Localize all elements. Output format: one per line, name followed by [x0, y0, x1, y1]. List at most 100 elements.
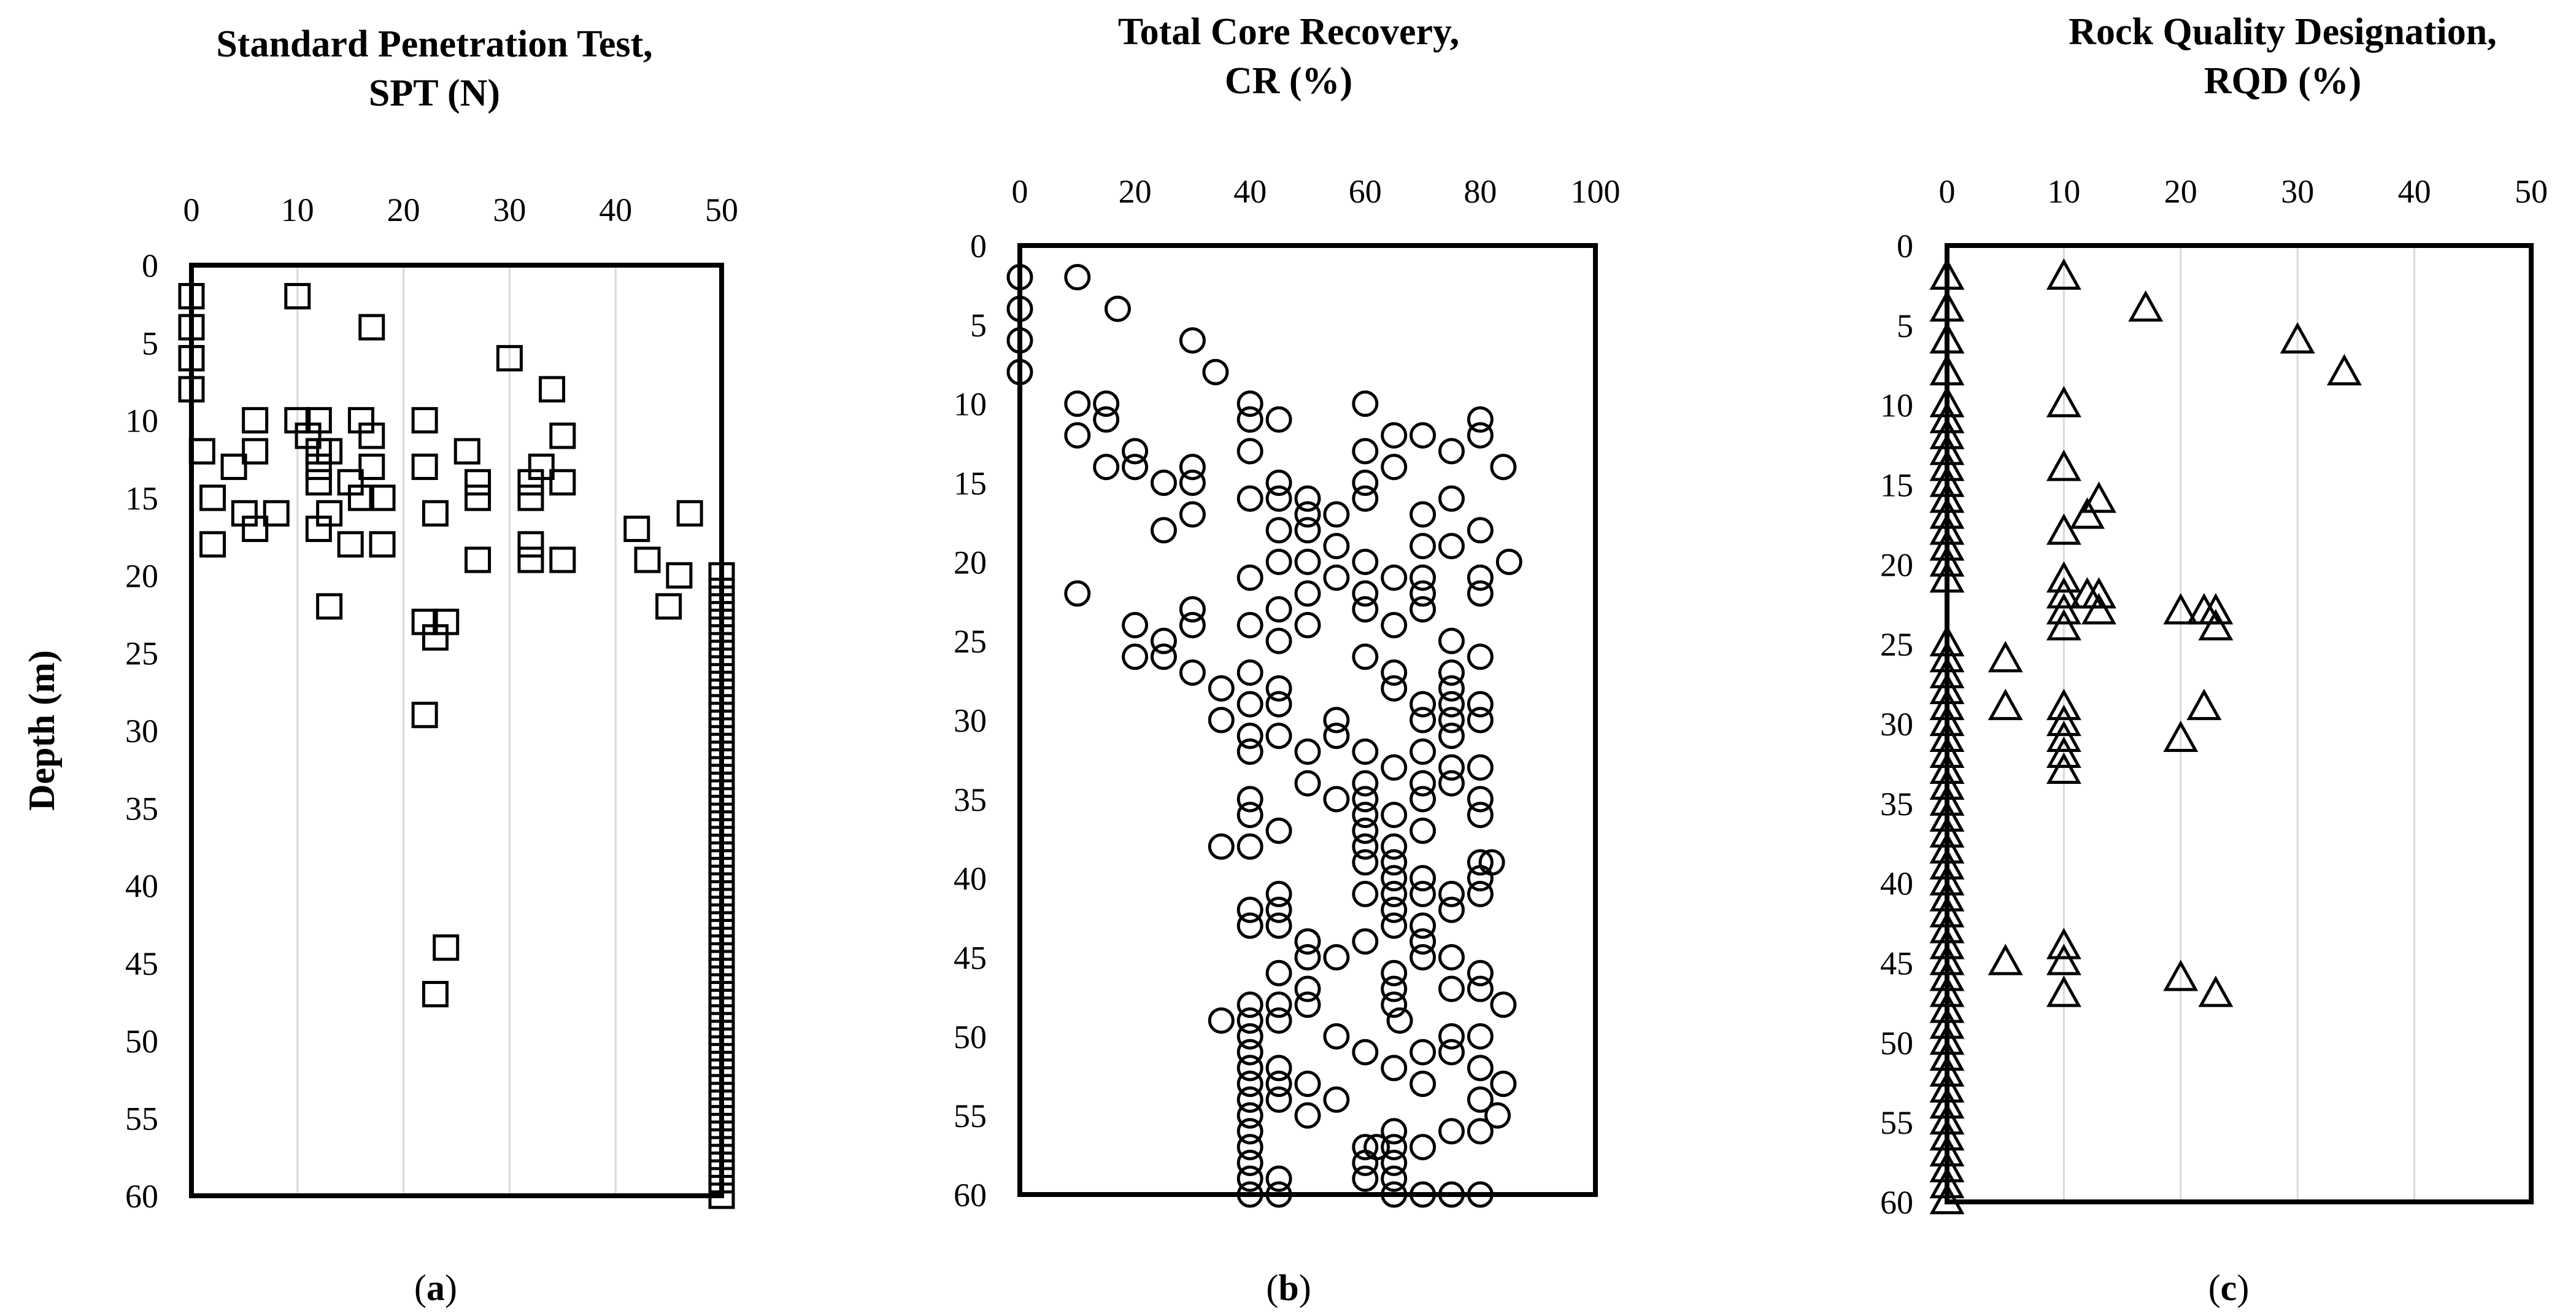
- data-point-b-116: [1467, 786, 1494, 813]
- data-point-b-56: [1409, 564, 1436, 591]
- data-point-c-7: [2070, 497, 2105, 529]
- data-point-a-60: [422, 981, 449, 1008]
- data-point-c-22: [2046, 688, 2081, 721]
- data-point-b-121: [1265, 817, 1292, 844]
- data-point-a-49: [517, 546, 544, 573]
- data-point-b-83: [1208, 675, 1235, 702]
- y-tick-label-a-5: 5: [142, 325, 158, 362]
- data-point-b-48: [1438, 533, 1465, 560]
- data-point-b-206: [1352, 1149, 1379, 1176]
- data-point-b-51: [1352, 548, 1379, 575]
- data-point-a-40: [676, 500, 703, 527]
- data-point-b-175: [1467, 1023, 1494, 1050]
- y-tick-label-c-30: 30: [1880, 706, 1913, 743]
- data-point-b-79: [1179, 659, 1206, 686]
- data-point-b-46: [1323, 533, 1350, 560]
- data-point-b-60: [1352, 580, 1379, 607]
- panel-a-title-line-1: Standard Penetration Test,: [216, 23, 652, 65]
- data-point-b-35: [1294, 485, 1321, 512]
- data-point-b-141: [1236, 896, 1263, 923]
- data-point-b-129: [1381, 849, 1408, 876]
- data-point-b-188: [1490, 1071, 1517, 1098]
- data-point-b-196: [1236, 1118, 1263, 1145]
- data-point-c-27: [2046, 736, 2081, 768]
- data-point-b-104: [1409, 738, 1436, 765]
- y-tick-label-a-20: 20: [125, 557, 158, 594]
- data-point-a-43: [623, 516, 650, 543]
- data-point-c-5: [2046, 449, 2081, 481]
- data-point-b-110: [1409, 770, 1436, 797]
- data-point-b-139: [1438, 880, 1465, 907]
- data-point-c-21: [1988, 688, 2023, 721]
- panel-a: Standard Penetration Test, SPT (N) 0 10 20…: [21, 23, 738, 1308]
- data-point-b-87: [1236, 691, 1263, 718]
- data-point-b-191: [1323, 1086, 1350, 1113]
- data-point-c-30: [1988, 943, 2023, 975]
- data-point-b-112: [1236, 786, 1263, 813]
- y-tick-label-c-25: 25: [1880, 626, 1913, 663]
- y-tick-label-a-30: 30: [125, 713, 158, 749]
- data-point-b-164: [1265, 991, 1292, 1018]
- data-point-c-6: [2081, 481, 2116, 513]
- data-point-b-152: [1294, 944, 1321, 970]
- data-point-c-29: [2046, 928, 2081, 959]
- data-point-c-24: [2046, 704, 2081, 737]
- data-point-a-45: [337, 531, 364, 558]
- y-tick-label-c-10: 10: [1880, 387, 1913, 424]
- data-point-b-38: [1179, 501, 1206, 528]
- data-point-c-15: [2163, 593, 2199, 625]
- data-point-c-2: [2280, 322, 2315, 354]
- y-tick-label-b-50: 50: [954, 1018, 987, 1055]
- data-point-b-165: [1294, 991, 1321, 1018]
- data-point-b-36: [1352, 485, 1379, 512]
- panel-a-title-line-2: SPT (N): [369, 72, 500, 114]
- y-tick-label-b-45: 45: [954, 940, 987, 977]
- data-point-a-57: [422, 624, 449, 651]
- y-tick-label-c-5: 5: [1897, 308, 1913, 344]
- data-point-a-47: [517, 531, 544, 558]
- data-point-b-194: [1294, 1102, 1321, 1129]
- data-point-b-157: [1381, 959, 1408, 986]
- data-point-b-39: [1294, 501, 1321, 528]
- data-point-b-55: [1381, 564, 1408, 591]
- data-point-b-49: [1265, 548, 1292, 575]
- x-tick-label-a-40: 40: [599, 192, 632, 228]
- data-point-b-42: [1151, 517, 1177, 544]
- y-tick-label-a-35: 35: [125, 790, 158, 827]
- data-point-a-53: [316, 593, 343, 620]
- data-point-b-108: [1294, 770, 1321, 797]
- data-point-b-130: [1467, 849, 1494, 876]
- data-point-b-102: [1294, 738, 1321, 765]
- y-tick-label-a-10: 10: [125, 403, 158, 440]
- panel-a-frame: [189, 263, 724, 1198]
- data-point-a-12: [411, 407, 438, 434]
- data-point-b-205: [1236, 1149, 1263, 1176]
- data-point-b-197: [1381, 1118, 1408, 1145]
- data-point-a-26: [305, 469, 332, 496]
- data-point-b-5: [1104, 295, 1131, 322]
- data-point-a-32: [347, 484, 374, 511]
- data-point-a-48: [465, 546, 492, 573]
- data-point-b-93: [1323, 707, 1350, 734]
- data-point-b-97: [1236, 722, 1263, 749]
- data-point-b-170: [1265, 1007, 1292, 1034]
- data-point-b-57: [1467, 564, 1494, 591]
- data-point-b-185: [1265, 1071, 1292, 1098]
- data-point-b-99: [1323, 722, 1350, 749]
- data-point-a-46: [369, 531, 396, 558]
- data-point-b-199: [1467, 1118, 1494, 1145]
- x-tick-label-b-60: 60: [1349, 173, 1382, 210]
- x-tick-label-a-0: 0: [183, 192, 200, 228]
- data-point-b-103: [1352, 738, 1379, 765]
- data-point-b-174: [1438, 1023, 1465, 1050]
- x-tick-label-c-30: 30: [2281, 173, 2314, 210]
- data-point-b-186: [1294, 1071, 1321, 1098]
- data-point-b-111: [1438, 770, 1465, 797]
- data-point-b-45: [1467, 517, 1494, 544]
- data-point-b-73: [1265, 627, 1292, 654]
- data-point-b-151: [1409, 928, 1436, 955]
- data-point-c-31: [2046, 943, 2081, 975]
- y-tick-label-a-60: 60: [125, 1178, 158, 1215]
- y-tick-label-c-50: 50: [1880, 1024, 1913, 1061]
- data-point-b-65: [1352, 596, 1379, 623]
